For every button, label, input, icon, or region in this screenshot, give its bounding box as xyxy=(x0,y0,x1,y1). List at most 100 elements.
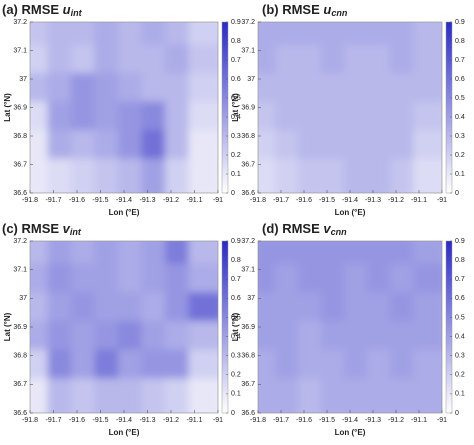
title-text: (b) RMSE xyxy=(262,2,323,17)
heatmap-cell xyxy=(413,158,442,193)
heatmap-cells xyxy=(30,241,218,413)
colorbar-tick-label: 0.2 xyxy=(455,372,465,379)
y-tick-label: 36.6 xyxy=(241,410,255,417)
colorbar-tick-label: 0.3 xyxy=(231,353,241,360)
heatmap-cell xyxy=(413,378,442,413)
colorbar-tick-label: 0.9 xyxy=(455,238,465,245)
x-tick-label: -91.8 xyxy=(250,417,266,424)
colorbar-tick-label: 0 xyxy=(455,190,459,197)
x-tick-label: -91.4 xyxy=(342,197,358,204)
colorbar-tick-label: 0.5 xyxy=(455,95,465,102)
x-tick-label: -91.2 xyxy=(163,417,179,424)
title-text: (a) RMSE xyxy=(2,2,63,17)
x-tick-label: -91.2 xyxy=(163,197,179,204)
colorbar-tick-label: 0.9 xyxy=(231,238,241,245)
panel-title: (c) RMSE vint xyxy=(2,221,82,237)
y-tick-label: 36.9 xyxy=(13,324,27,331)
x-tick-label: -91.4 xyxy=(342,417,358,424)
x-tick-label: -91.8 xyxy=(22,417,38,424)
title-variable: u xyxy=(323,2,331,17)
x-tick-label: -91.6 xyxy=(296,417,312,424)
x-tick-label: -91.8 xyxy=(22,197,38,204)
y-tick-label: 37.2 xyxy=(241,238,255,245)
colorbar-tick-label: 0.1 xyxy=(455,171,465,178)
x-tick-label: -91.7 xyxy=(273,197,289,204)
y-tick-label: 37.2 xyxy=(241,19,255,26)
y-axis-label: Lat (°N) xyxy=(3,312,12,341)
colorbar-tick-label: 0.1 xyxy=(231,171,241,178)
x-tick-label: -91 xyxy=(437,417,447,424)
colorbar-tick-label: 0.4 xyxy=(455,333,465,340)
panel-title: (b) RMSE ucnn xyxy=(262,2,348,18)
title-text: (c) RMSE xyxy=(2,221,63,236)
title-variable: u xyxy=(63,2,71,17)
colorbar-tick-label: 0.2 xyxy=(231,372,241,379)
y-tick-label: 37.1 xyxy=(241,47,255,54)
heatmap-layer xyxy=(258,22,442,193)
x-axis-label: Lon (°E) xyxy=(335,208,366,217)
colorbar-tick-label: 0.8 xyxy=(455,257,465,264)
title-subscript: int xyxy=(70,227,82,237)
x-tick-label: -91.5 xyxy=(319,197,335,204)
heatmap-cells xyxy=(30,22,218,193)
y-tick-label: 36.8 xyxy=(241,353,255,360)
x-axis-label: Lon (°E) xyxy=(109,428,140,437)
y-axis-label: Lat (°N) xyxy=(3,93,12,122)
y-axis-label: Lat (°N) xyxy=(231,312,240,341)
colorbar-tick-label: 0.3 xyxy=(231,133,241,140)
heatmap-cell xyxy=(188,378,218,413)
y-tick-label: 36.8 xyxy=(241,133,255,140)
title-subscript: cnn xyxy=(331,8,348,18)
panel: (b) RMSE ucnn -91.8 -91.7 -91.6 -91.5 -91.4 -9… xyxy=(231,2,465,217)
colorbar-tick-label: 0.7 xyxy=(455,57,465,64)
title-subscript: cnn xyxy=(331,227,348,237)
colorbar-tick-label: 0.6 xyxy=(455,295,465,302)
x-tick-label: -91.4 xyxy=(116,197,132,204)
colorbar-tick-label: 0.3 xyxy=(455,353,465,360)
y-tick-label: 36.7 xyxy=(241,381,255,388)
title-variable: v xyxy=(323,221,331,236)
x-tick-label: -91.7 xyxy=(46,197,62,204)
x-tick-label: -91.2 xyxy=(388,417,404,424)
x-tick-label: -91.1 xyxy=(411,417,427,424)
x-tick-label: -91.6 xyxy=(69,197,85,204)
y-tick-label: 36.7 xyxy=(13,161,27,168)
colorbar-tick-label: 0 xyxy=(455,410,459,417)
x-axis-label: Lon (°E) xyxy=(109,208,140,217)
colorbar-tick-label: 0.7 xyxy=(231,276,241,283)
x-tick-label: -91.7 xyxy=(273,417,289,424)
x-tick-label: -91 xyxy=(213,197,223,204)
x-tick-label: -91.8 xyxy=(250,197,266,204)
colorbar-tick-label: 0.3 xyxy=(455,133,465,140)
y-tick-label: 36.7 xyxy=(241,161,255,168)
colorbar xyxy=(221,240,229,414)
x-tick-label: -91.5 xyxy=(319,417,335,424)
x-tick-label: -91.1 xyxy=(411,197,427,204)
title-subscript: int xyxy=(71,8,83,18)
heatmap-cells xyxy=(258,22,442,193)
colorbar-tick-label: 0.1 xyxy=(455,391,465,398)
x-tick-label: -91 xyxy=(437,197,447,204)
colorbar-tick-label: 0.4 xyxy=(231,114,241,121)
colorbar-tick-label: 0.9 xyxy=(231,19,241,26)
x-tick-label: -91 xyxy=(213,417,223,424)
colorbar-tick-label: 0.6 xyxy=(231,76,241,83)
colorbar-tick-label: 0.9 xyxy=(455,19,465,26)
heatmap-cells xyxy=(258,241,442,413)
panel: (a) RMSE uint -91.8 -91.7 -91.6 -91.5 -91.4 -9… xyxy=(2,2,241,217)
colorbar-tick-label: 0 xyxy=(231,190,235,197)
x-tick-label: -91.3 xyxy=(140,417,156,424)
heatmap-layer xyxy=(30,241,218,413)
colorbar-tick-label: 0.4 xyxy=(455,114,465,121)
x-tick-label: -91.1 xyxy=(187,197,203,204)
x-tick-label: -91.6 xyxy=(296,197,312,204)
y-tick-label: 36.9 xyxy=(13,104,27,111)
x-tick-label: -91.3 xyxy=(365,197,381,204)
y-tick-label: 37 xyxy=(19,76,27,83)
panel: (d) RMSE vcnn -91.8 -91.7 -91.6 -91.5 -91.4 -9… xyxy=(231,221,465,437)
y-tick-label: 36.9 xyxy=(241,324,255,331)
y-tick-label: 37.1 xyxy=(241,267,255,274)
heatmap-layer xyxy=(30,22,218,193)
colorbar xyxy=(221,21,229,194)
